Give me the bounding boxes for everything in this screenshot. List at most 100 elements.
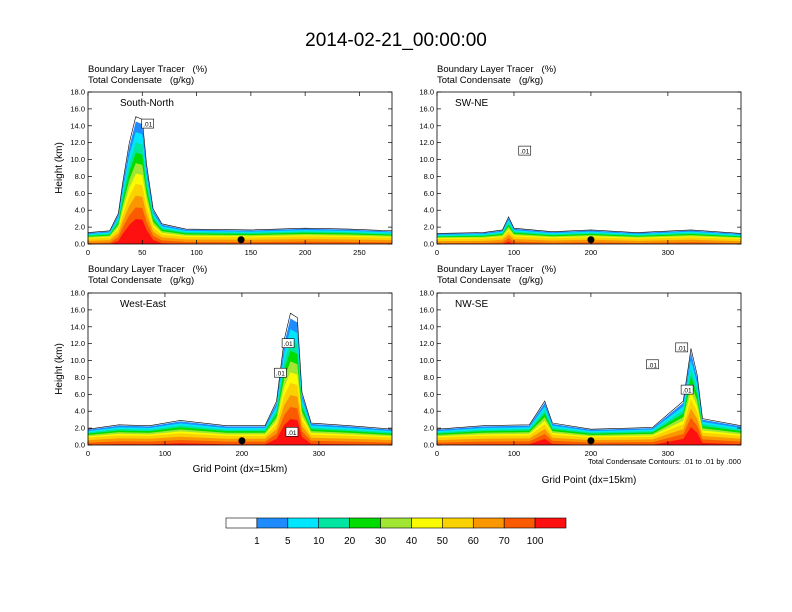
colorbar-swatch bbox=[534, 517, 567, 529]
contour-label: .01 bbox=[677, 345, 686, 352]
colorbar-label: 20 bbox=[344, 536, 356, 547]
x-tick-label: 0 bbox=[435, 248, 439, 257]
x-tick-label: 200 bbox=[299, 248, 312, 257]
panel-title: West-East bbox=[120, 299, 166, 310]
colorbar-label: 30 bbox=[375, 536, 387, 547]
y-tick-label: 10.0 bbox=[70, 155, 85, 164]
field-label-tracer: Boundary Layer Tracer (%) bbox=[88, 264, 208, 275]
x-tick-label: 50 bbox=[138, 248, 146, 257]
x-tick-label: 300 bbox=[313, 449, 326, 458]
tracer-band bbox=[437, 417, 741, 445]
x-tick-label: 0 bbox=[435, 449, 439, 458]
y-tick-label: 4.0 bbox=[75, 206, 85, 215]
tracer-band bbox=[437, 408, 741, 445]
condensate-contour bbox=[437, 216, 741, 234]
y-tick-label: 16.0 bbox=[70, 104, 85, 113]
contour-label-box bbox=[285, 427, 299, 437]
colorbar-swatch bbox=[256, 517, 289, 529]
y-tick-label: 14.0 bbox=[419, 121, 434, 130]
contour-note: Total Condensate Contours: .01 to .01 by… bbox=[588, 457, 741, 466]
tracer-fill-layers bbox=[88, 312, 392, 445]
y-tick-label: 4.0 bbox=[75, 407, 85, 416]
x-tick-label: 0 bbox=[86, 449, 90, 458]
tracer-band bbox=[437, 426, 741, 445]
page-title: 2014-02-21_00:00:00 bbox=[305, 30, 487, 51]
field-label-tracer: Boundary Layer Tracer (%) bbox=[437, 64, 557, 75]
field-label-tracer: Boundary Layer Tracer (%) bbox=[437, 264, 557, 275]
y-tick-label: 4.0 bbox=[424, 407, 434, 416]
condensate-contour bbox=[88, 312, 392, 430]
colorbar-label: 60 bbox=[468, 536, 480, 547]
x-tick-label: 100 bbox=[508, 248, 521, 257]
panel-sw-ne: .01 SW-NE 0 100 200 300 0.0 2.0 4.0 6.0 8.0 10.0 12.… bbox=[419, 88, 742, 257]
colorbar-label: 50 bbox=[437, 536, 449, 547]
field-label-condensate: Total Condensate (g/kg) bbox=[437, 75, 544, 86]
x-tick-label: 200 bbox=[236, 449, 249, 458]
y-tick-label: 16.0 bbox=[419, 104, 434, 113]
contour-label-box bbox=[141, 118, 155, 129]
y-tick-label: 16.0 bbox=[70, 305, 85, 314]
panel-title: SW-NE bbox=[455, 98, 488, 109]
y-tick-label: 6.0 bbox=[75, 390, 85, 399]
y-tick-label: 8.0 bbox=[424, 172, 434, 181]
y-tick-label: 18.0 bbox=[70, 88, 85, 97]
y-tick-label: 14.0 bbox=[419, 322, 434, 331]
location-marker bbox=[237, 236, 245, 244]
x-tick-label: 100 bbox=[159, 449, 172, 458]
y-tick-label: 14.0 bbox=[70, 322, 85, 331]
y-tick-label: 10.0 bbox=[419, 155, 434, 164]
x-tick-label: 100 bbox=[508, 449, 521, 458]
location-marker bbox=[587, 437, 595, 445]
colorbar-swatch bbox=[225, 517, 258, 529]
contour-label-box bbox=[274, 367, 287, 378]
y-tick-label: 2.0 bbox=[75, 223, 85, 232]
y-tick-label: 12.0 bbox=[70, 339, 85, 348]
plot-frame bbox=[87, 292, 393, 446]
tracer-band bbox=[437, 399, 741, 445]
colorbar: 1 5 10 20 30 40 50 60 70 100 bbox=[225, 517, 567, 547]
tracer-fill-layers bbox=[437, 348, 741, 445]
location-marker bbox=[587, 236, 595, 244]
tracer-band bbox=[437, 391, 741, 445]
plot-frame bbox=[87, 91, 393, 245]
contour-label-box bbox=[680, 384, 694, 395]
plot-frame bbox=[436, 91, 742, 245]
panel-nw-se: .01 .01 .01 NW-SE 0 100 200 300 0.0 2.0 4.0 6.0 8.0 1… bbox=[419, 289, 742, 486]
y-tick-label: 14.0 bbox=[70, 121, 85, 130]
y-tick-label: 2.0 bbox=[424, 424, 434, 433]
y-tick-label: 12.0 bbox=[419, 339, 434, 348]
tracer-band bbox=[88, 219, 392, 244]
x-tick-label: 300 bbox=[662, 449, 675, 458]
colorbar-label: 40 bbox=[406, 536, 418, 547]
x-axis-title: Grid Point (dx=15km) bbox=[542, 475, 637, 486]
x-tick-label: 200 bbox=[585, 449, 598, 458]
contour-label: .01 bbox=[683, 388, 692, 395]
y-tick-label: 10.0 bbox=[70, 356, 85, 365]
condensate-contour bbox=[88, 116, 392, 233]
tracer-band bbox=[88, 207, 392, 244]
y-tick-label: 4.0 bbox=[424, 206, 434, 215]
y-tick-label: 12.0 bbox=[70, 138, 85, 147]
x-tick-label: 150 bbox=[245, 248, 258, 257]
colorbar-label: 5 bbox=[285, 536, 291, 547]
x-tick-label: 250 bbox=[353, 248, 366, 257]
colorbar-swatch bbox=[349, 517, 381, 529]
contour-label: .01 bbox=[143, 122, 152, 129]
y-axis-title: Height (km) bbox=[54, 343, 65, 395]
y-tick-label: 16.0 bbox=[419, 305, 434, 314]
field-label-condensate: Total Condensate (g/kg) bbox=[437, 275, 544, 286]
field-label-condensate: Total Condensate (g/kg) bbox=[88, 75, 195, 86]
colorbar-swatch bbox=[287, 517, 320, 529]
contour-label-box bbox=[646, 359, 659, 370]
y-tick-label: 0.0 bbox=[75, 441, 85, 450]
x-tick-label: 0 bbox=[86, 248, 90, 257]
contour-label-box bbox=[281, 338, 295, 348]
panel-title: South-North bbox=[120, 98, 174, 109]
colorbar-swatch bbox=[442, 517, 474, 529]
field-label-condensate: Total Condensate (g/kg) bbox=[88, 275, 195, 286]
contour-label-box bbox=[518, 145, 532, 156]
contour-label: .01 bbox=[276, 371, 285, 378]
y-tick-label: 0.0 bbox=[424, 441, 434, 450]
location-marker bbox=[238, 437, 246, 445]
